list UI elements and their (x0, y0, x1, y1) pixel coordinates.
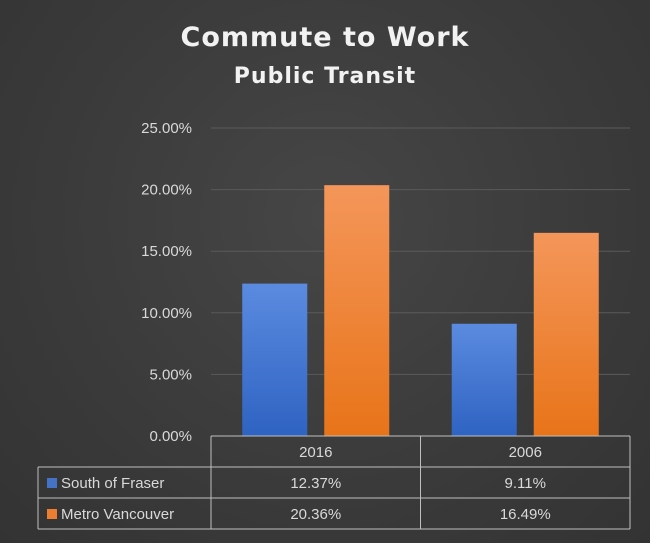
bar-south-of-fraser (242, 283, 308, 436)
y-tick-label: 15.00% (141, 243, 192, 260)
legend-label: South of Fraser (61, 475, 164, 492)
data-label: 20.36% (290, 506, 341, 523)
data-label: 16.49% (500, 506, 551, 523)
legend-swatch (47, 509, 57, 519)
bar-metro-vancouver (533, 232, 599, 436)
data-label: 9.11% (505, 475, 546, 492)
legend-label: Metro Vancouver (61, 506, 174, 523)
chart-subtitle: Public Transit (233, 64, 417, 89)
legend-swatch (47, 478, 57, 488)
chart-title: Commute to Work (180, 22, 470, 53)
data-label: 12.37% (290, 475, 341, 492)
category-label: 2006 (509, 444, 542, 461)
y-tick-label: 20.00% (141, 182, 192, 199)
y-tick-label: 5.00% (149, 366, 192, 383)
bar-south-of-fraser (451, 323, 517, 436)
bar-metro-vancouver (324, 185, 390, 436)
y-tick-label: 0.00% (149, 428, 192, 445)
y-tick-label: 25.00% (141, 120, 192, 137)
category-label: 2016 (299, 444, 332, 461)
y-tick-label: 10.00% (141, 305, 192, 322)
